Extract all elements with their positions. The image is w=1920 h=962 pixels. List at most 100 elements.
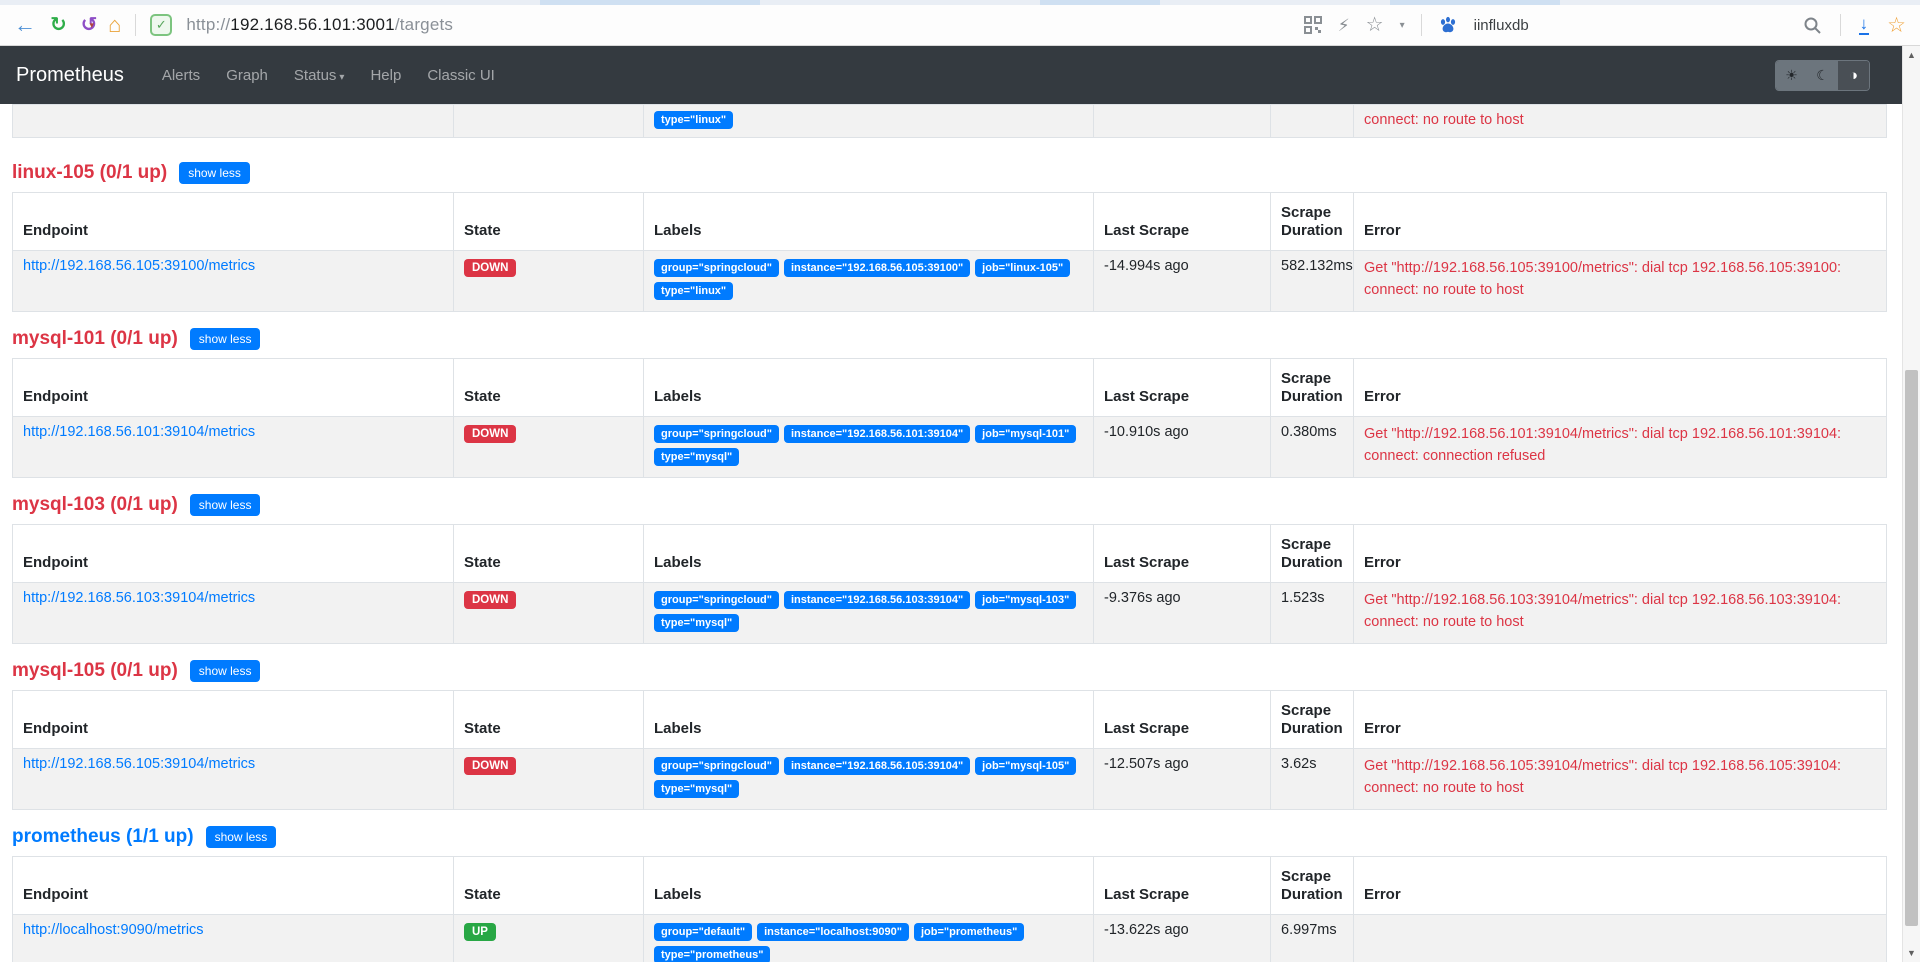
brand-prometheus[interactable]: Prometheus <box>16 63 124 86</box>
column-header: Scrape Duration <box>1270 358 1354 417</box>
targets-table: Endpoint State Labels Last Scrape Scrape Dur… <box>12 524 1887 644</box>
state-badge: DOWN <box>464 259 517 277</box>
toolbar-chevron-down-icon[interactable]: ▾ <box>1399 19 1405 31</box>
column-header: State <box>453 524 644 583</box>
browser-tab-strip <box>0 0 1920 5</box>
table-row: http://192.168.56.105:39104/metrics DOWN… <box>12 748 1887 810</box>
error-cell: connect: no route to host <box>1353 104 1887 138</box>
column-header: Labels <box>643 192 1094 251</box>
flash-save-icon[interactable]: ⚡ <box>1337 15 1350 35</box>
label-badge: group="springcloud" <box>654 591 779 609</box>
bookmark-star-icon[interactable]: ☆ <box>1365 14 1384 36</box>
scrape-duration-cell: 582.132ms <box>1270 250 1354 312</box>
theme-dark-moon-icon[interactable]: ☾ <box>1807 61 1838 90</box>
bookmark-item[interactable]: iinfluxdb <box>1473 16 1529 34</box>
nav-link-help[interactable]: Help <box>370 66 402 84</box>
table-row: http://localhost:9090/metrics UP group="… <box>12 914 1887 962</box>
scroll-up-icon[interactable]: ▲ <box>1907 50 1916 60</box>
endpoint-link[interactable]: http://192.168.56.105:39104/metrics <box>23 756 256 772</box>
table-header-row: Endpoint State Labels Last Scrape Scrape Dur… <box>12 524 1887 583</box>
state-badge: DOWN <box>464 591 517 609</box>
endpoint-cell: http://192.168.56.101:39104/metrics <box>12 416 454 478</box>
column-header: Endpoint <box>12 524 454 583</box>
endpoint-cell: http://192.168.56.103:39104/metrics <box>12 582 454 644</box>
nav-link-alerts[interactable]: Alerts <box>161 66 201 84</box>
endpoint-cell <box>12 104 454 138</box>
download-icon[interactable]: ↓ <box>1858 14 1870 35</box>
show-less-button[interactable]: show less <box>179 162 250 184</box>
scrape-duration-cell: 6.997ms <box>1270 914 1354 962</box>
scrape-duration-cell <box>1270 104 1354 138</box>
label-badge: type="mysql" <box>654 780 740 798</box>
vertical-scrollbar[interactable]: ▲ ▼ <box>1902 46 1920 962</box>
endpoint-link[interactable]: http://192.168.56.101:39104/metrics <box>23 424 256 440</box>
labels-cell: group="springcloud" instance="192.168.56.… <box>643 748 1094 810</box>
column-header: Error <box>1353 690 1887 749</box>
endpoint-link[interactable]: http://192.168.56.105:39100/metrics <box>23 258 256 274</box>
undo-button[interactable]: ↺ ▾ <box>81 15 98 35</box>
endpoint-cell: http://192.168.56.105:39100/metrics <box>12 250 454 312</box>
endpoint-cell: http://192.168.56.105:39104/metrics <box>12 748 454 810</box>
show-less-button[interactable]: show less <box>189 328 261 350</box>
nav-link-status[interactable]: Status ▾ <box>294 67 345 84</box>
show-less-button[interactable]: show less <box>189 660 261 682</box>
toolbar-divider <box>1839 14 1841 36</box>
nav-link-classic-ui[interactable]: Classic UI <box>427 66 495 84</box>
site-security-shield-icon[interactable]: ✓ <box>150 14 173 36</box>
section-heading: linux-105 (0/1 up) show less <box>12 162 1886 184</box>
state-badge: UP <box>464 923 496 941</box>
nav-link-graph[interactable]: Graph <box>226 66 268 84</box>
scrape-duration-cell: 3.62s <box>1270 748 1354 810</box>
show-less-button[interactable]: show less <box>189 494 261 516</box>
column-header: State <box>453 358 644 417</box>
state-badge: DOWN <box>464 425 517 443</box>
column-header: Last Scrape <box>1093 856 1271 915</box>
search-icon[interactable] <box>1803 16 1822 35</box>
theme-auto-contrast-icon[interactable]: ◑ <box>1838 61 1869 90</box>
target-sections: linux-105 (0/1 up) show less Endpoint Sta… <box>12 162 1887 962</box>
targets-table: Endpoint State Labels Last Scrape Scrape Dur… <box>12 358 1887 478</box>
column-header: State <box>453 690 644 749</box>
scrollbar-thumb[interactable] <box>1905 370 1918 926</box>
column-header: Scrape Duration <box>1270 524 1354 583</box>
state-cell: DOWN <box>453 748 644 810</box>
column-header: Endpoint <box>12 358 454 417</box>
error-cell: Get "http://192.168.56.105:39100/metrics… <box>1353 250 1887 312</box>
error-cell: Get "http://192.168.56.101:39104/metrics… <box>1353 416 1887 478</box>
section-heading: prometheus (1/1 up) show less <box>12 826 1886 848</box>
refresh-icon[interactable]: ↻ <box>50 14 67 36</box>
toolbar-divider <box>135 14 137 36</box>
labels-cell: group="springcloud" instance="192.168.56.… <box>643 582 1094 644</box>
prometheus-navbar: Prometheus Alerts Graph Status ▾ Help Cla… <box>0 46 1920 104</box>
address-bar[interactable]: http://192.168.56.101:3001/targets <box>186 15 453 35</box>
label-badge: job="mysql-105" <box>975 757 1077 775</box>
baidu-paw-icon[interactable] <box>1438 15 1458 35</box>
column-header: Endpoint <box>12 192 454 251</box>
column-header: Error <box>1353 524 1887 583</box>
column-header: Last Scrape <box>1093 524 1271 583</box>
endpoint-link[interactable]: http://192.168.56.103:39104/metrics <box>23 590 256 606</box>
label-badge: instance="192.168.56.101:39104" <box>783 425 971 443</box>
scroll-down-icon[interactable]: ▼ <box>1907 948 1916 958</box>
table-header-row: Endpoint State Labels Last Scrape Scrape Dur… <box>12 856 1887 915</box>
browser-toolbar: ← ↻ ↺ ▾ ⌂ ✓ http://192.168.56.101:3001/t… <box>0 5 1920 46</box>
target-section: prometheus (1/1 up) show less Endpoint St… <box>12 826 1887 962</box>
label-badge: type="linux" <box>654 282 734 300</box>
qr-code-icon[interactable] <box>1303 16 1322 34</box>
targets-page: type="linux" connect: no route to host l… <box>0 104 1920 962</box>
table-row: type="linux" connect: no route to host <box>12 104 1887 138</box>
favorites-star-icon[interactable]: ☆ <box>1887 13 1906 37</box>
label-badge: type="prometheus" <box>654 946 771 962</box>
back-icon[interactable]: ← <box>14 12 36 37</box>
state-cell: UP <box>453 914 644 962</box>
show-less-button[interactable]: show less <box>205 826 277 848</box>
label-badge: job="mysql-103" <box>975 591 1077 609</box>
theme-light-sun-icon[interactable]: ☀ <box>1776 61 1807 90</box>
label-badge: group="springcloud" <box>654 425 779 443</box>
error-cell: Get "http://192.168.56.105:39104/metrics… <box>1353 748 1887 810</box>
label-badge: group="springcloud" <box>654 757 779 775</box>
column-header: Labels <box>643 690 1094 749</box>
endpoint-link[interactable]: http://localhost:9090/metrics <box>23 922 204 938</box>
home-icon[interactable]: ⌂ <box>108 12 122 37</box>
last-scrape-cell: -10.910s ago <box>1093 416 1271 478</box>
